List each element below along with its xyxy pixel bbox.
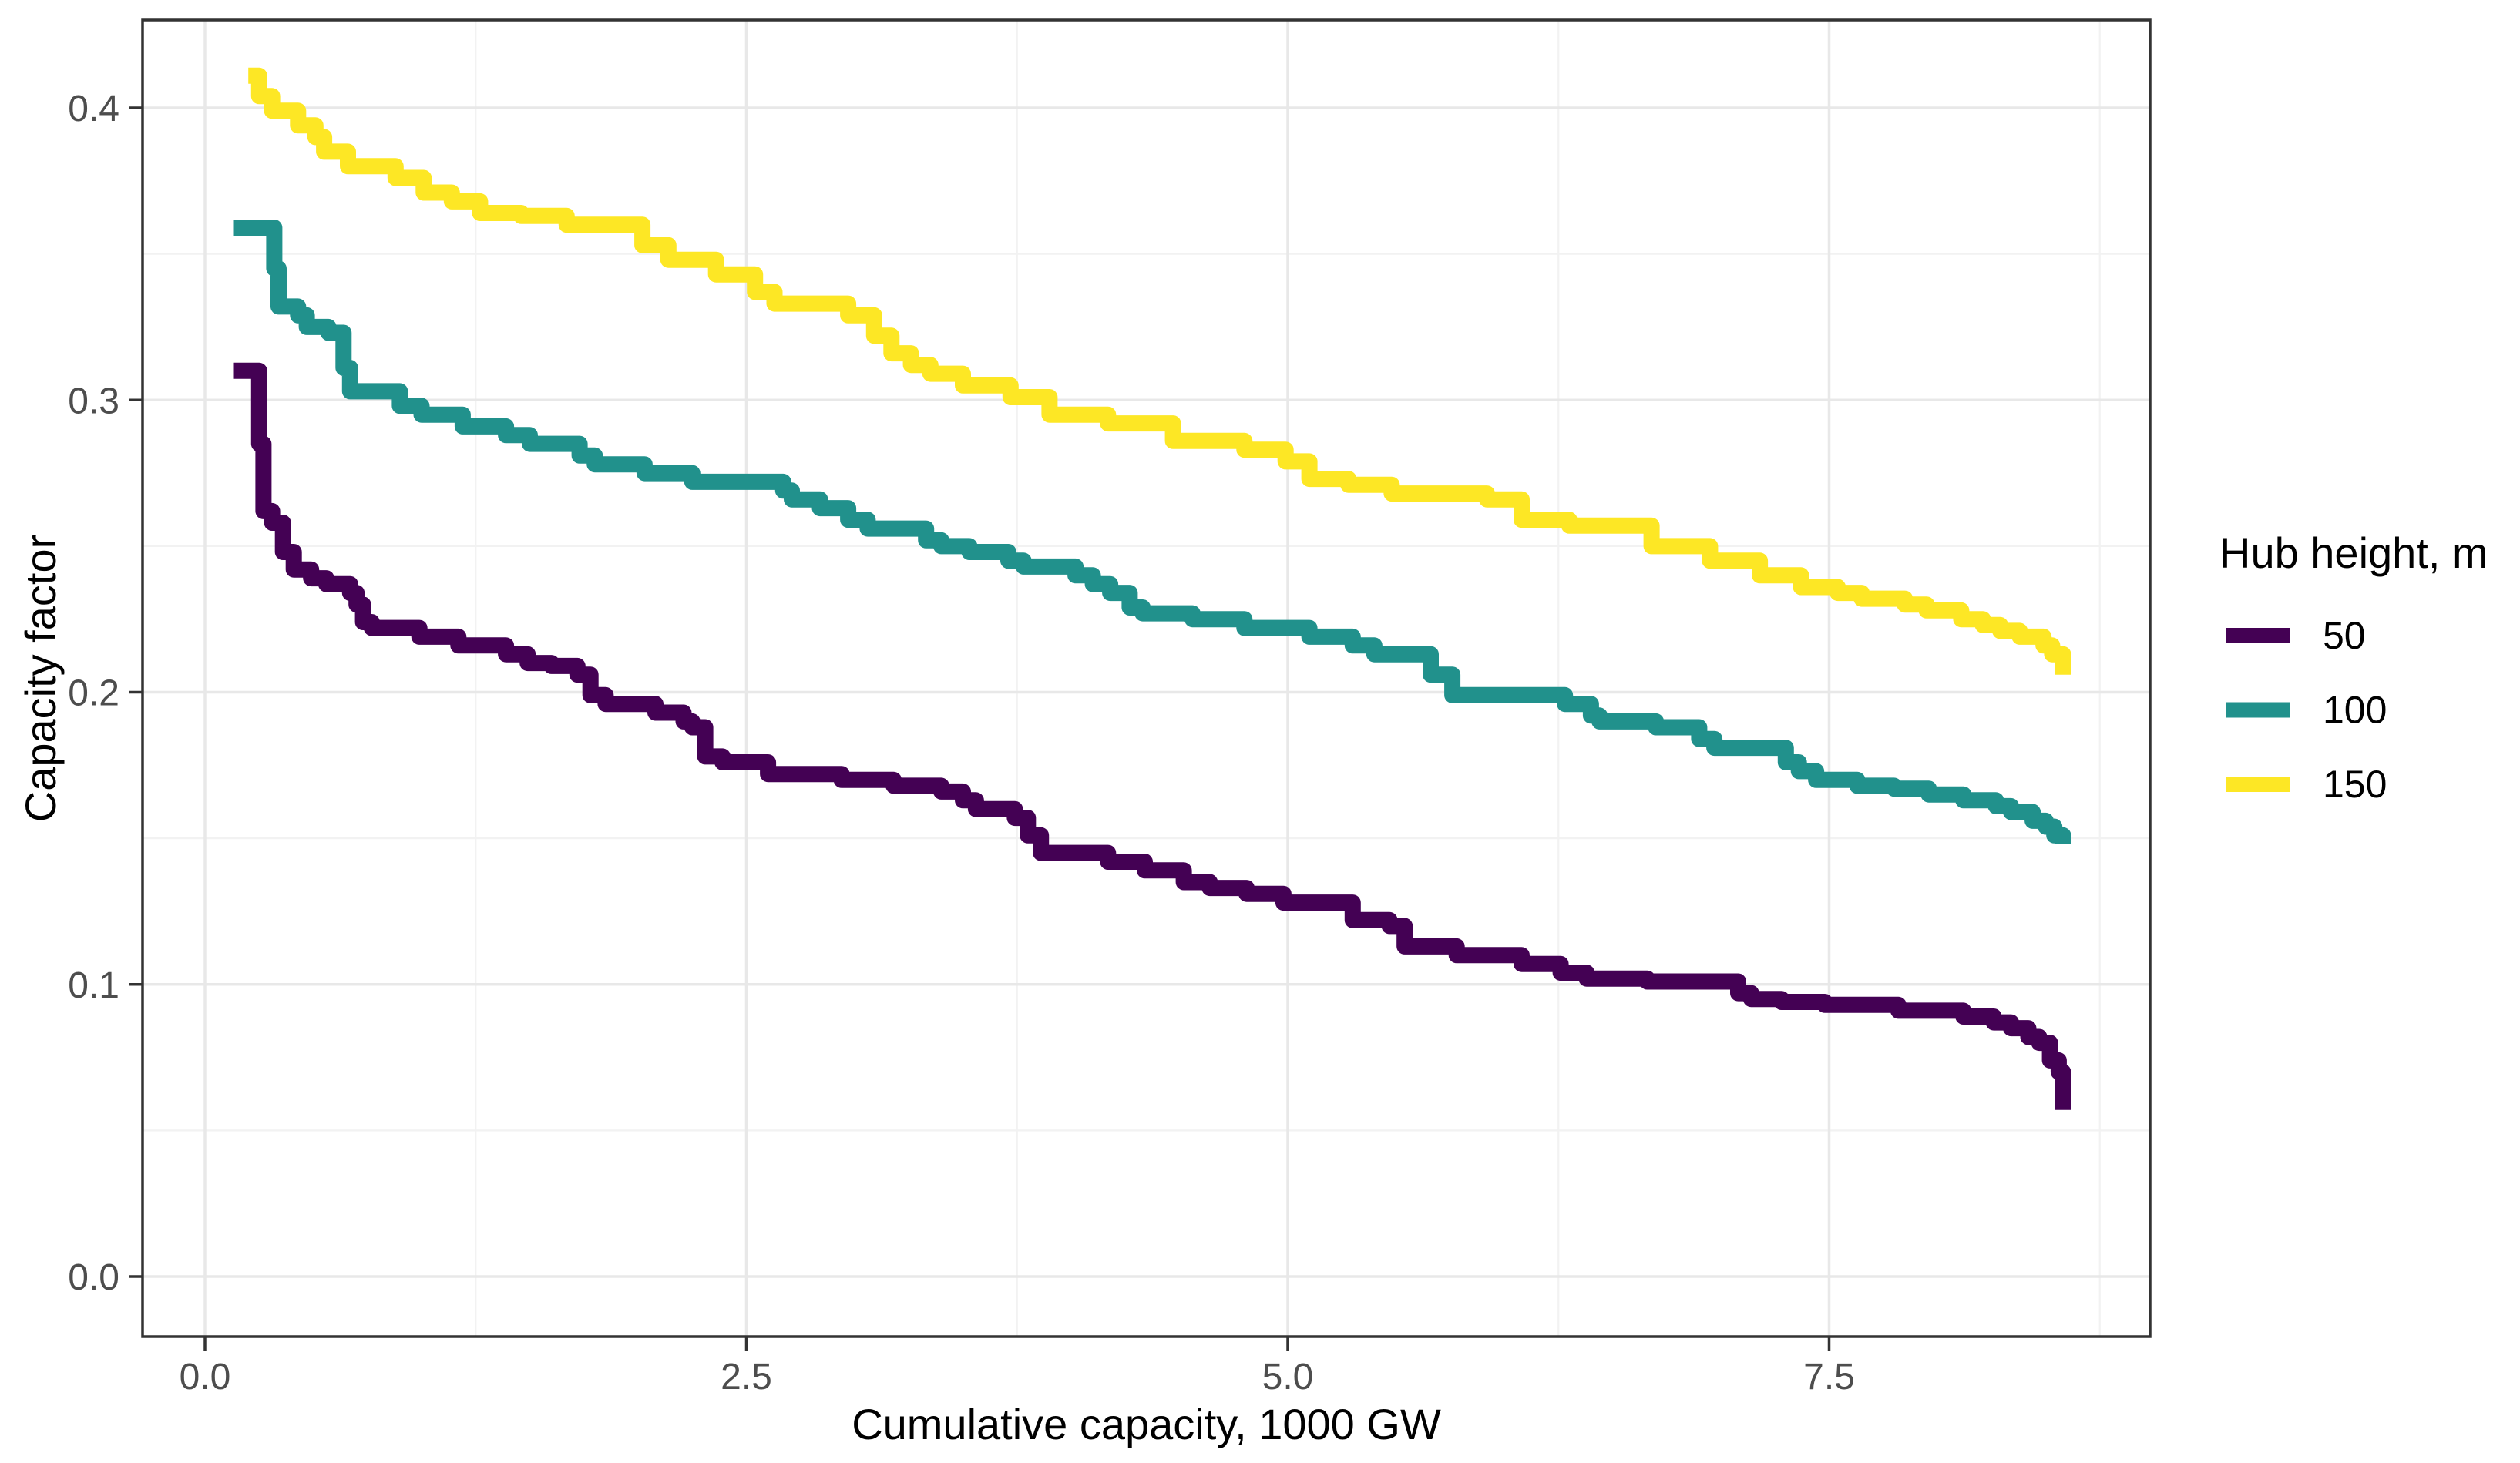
series-line-150 xyxy=(248,67,2071,675)
y-axis-title: Capacity factor xyxy=(16,535,65,823)
legend-entries: 50 100 150 xyxy=(2226,614,2387,806)
legend-label-150: 150 xyxy=(2323,763,2387,806)
ticks-layer xyxy=(129,106,1831,1351)
gridlines-minor xyxy=(143,20,2150,1337)
legend-title: Hub height, m xyxy=(2219,528,2488,577)
y-tick-label: 0.0 xyxy=(68,1257,119,1298)
legend-key-100 xyxy=(2226,702,2290,718)
series-line-50 xyxy=(233,362,2071,1110)
legend-label-50: 50 xyxy=(2323,614,2366,657)
gridlines-major xyxy=(143,20,2150,1337)
x-axis-title: Cumulative capacity, 1000 GW xyxy=(852,1400,1441,1448)
legend: Hub height, m 50 100 150 xyxy=(2219,528,2488,806)
series-layer xyxy=(233,67,2071,1110)
y-tick-label: 0.3 xyxy=(68,381,119,421)
y-tick-label: 0.2 xyxy=(68,673,119,714)
x-tick-label: 7.5 xyxy=(1803,1357,1855,1398)
legend-label-100: 100 xyxy=(2323,689,2387,732)
y-tick-label: 0.1 xyxy=(68,965,119,1006)
legend-key-150 xyxy=(2226,777,2290,792)
legend-key-50 xyxy=(2226,628,2290,643)
x-tick-label: 2.5 xyxy=(721,1357,772,1398)
y-tick-label: 0.4 xyxy=(68,89,119,129)
x-tick-label: 5.0 xyxy=(1262,1357,1314,1398)
tick-labels-layer: 0.0 2.5 5.0 7.5 0.0 0.1 0.2 0.3 0.4 xyxy=(68,89,1855,1398)
panel-border xyxy=(141,18,2152,1338)
x-tick-label: 0.0 xyxy=(180,1357,231,1398)
series-line-100 xyxy=(233,220,2071,844)
